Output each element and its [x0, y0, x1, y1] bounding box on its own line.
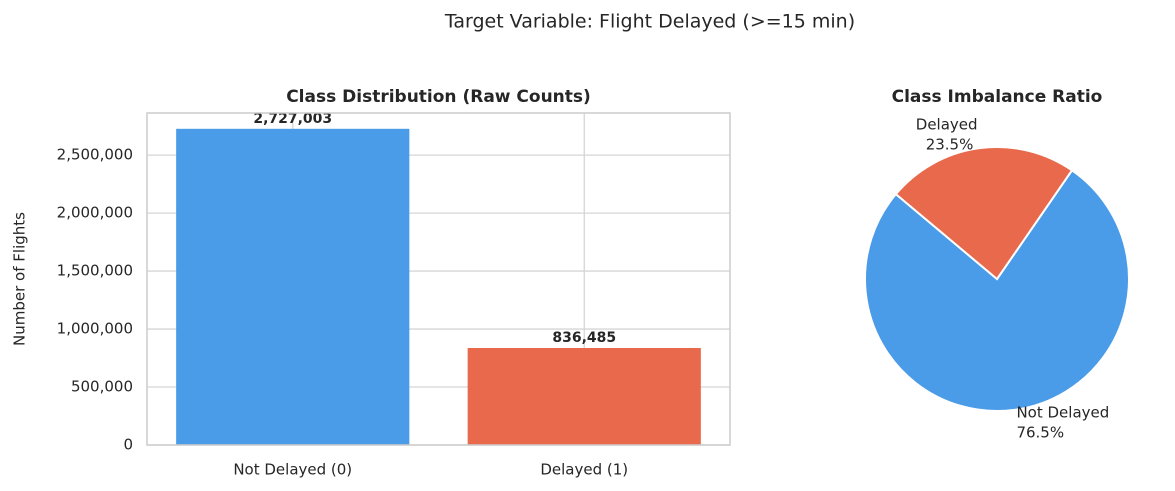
slice-label: Not Delayed — [1016, 403, 1109, 421]
chart-title: Class Imbalance Ratio — [892, 87, 1103, 107]
y-axis-label: Number of Flights — [11, 212, 29, 346]
slice-label: Delayed — [916, 116, 978, 134]
figure-title: Target Variable: Flight Delayed (>=15 mi… — [444, 11, 855, 33]
value-label: 2,727,003 — [253, 111, 332, 127]
slice-percent: 76.5% — [1016, 423, 1064, 441]
y-tick-label: 2,500,000 — [57, 146, 133, 164]
y-tick-label: 2,000,000 — [57, 204, 133, 222]
y-tick-label: 1,500,000 — [57, 262, 133, 280]
chart-title: Class Distribution (Raw Counts) — [286, 87, 591, 107]
bar — [467, 348, 701, 445]
y-tick-label: 500,000 — [71, 378, 133, 396]
y-tick-label: 0 — [123, 436, 133, 454]
value-label: 836,485 — [552, 330, 616, 346]
pie-slice — [864, 168, 1130, 412]
bar — [176, 128, 410, 445]
x-tick-label: Not Delayed (0) — [233, 461, 352, 479]
pie-slice — [894, 146, 1074, 281]
x-tick-label: Delayed (1) — [540, 461, 628, 479]
plot-frame — [146, 112, 731, 446]
y-tick-label: 1,000,000 — [57, 320, 133, 338]
slice-percent: 23.5% — [926, 136, 974, 154]
